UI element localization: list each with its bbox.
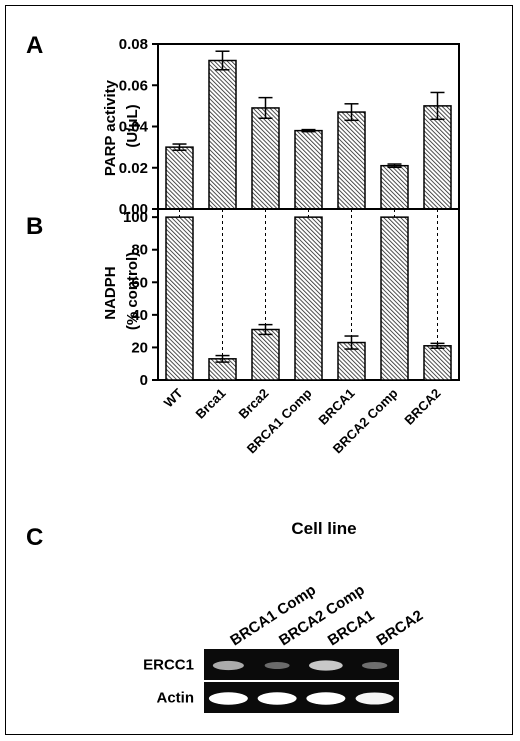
chart-a: 0.00 0.02 0.04 0.06 0.08 bbox=[119, 36, 460, 218]
chart-b-ylabel-line2: (% control) bbox=[124, 252, 141, 330]
panel-label-b: B bbox=[26, 213, 43, 240]
bar-b-3 bbox=[294, 216, 323, 381]
blot-band bbox=[264, 662, 290, 669]
x-tick-label: BRCA1 bbox=[315, 386, 357, 428]
x-tick-label: BRCA2 bbox=[401, 386, 443, 428]
blot-row-label: ERCC1 bbox=[143, 657, 194, 674]
chart-a-ylabel-line2: (U/μL) bbox=[124, 104, 141, 147]
bar-connector-lines bbox=[179, 209, 438, 359]
y-tick-label: 100 bbox=[123, 209, 148, 226]
y-tick-label: 80 bbox=[131, 242, 148, 259]
blot-lane-label: BRCA2 bbox=[374, 607, 427, 649]
chart-b: 0 20 40 60 80 100 bbox=[123, 208, 460, 389]
y-tick-label: 0 bbox=[140, 372, 148, 389]
bar-b-0 bbox=[165, 216, 194, 381]
panel-label-a: A bbox=[26, 32, 43, 59]
y-tick-label: 0.00 bbox=[119, 201, 148, 218]
bar-a-0 bbox=[165, 146, 194, 210]
blot-band bbox=[212, 660, 244, 671]
bar-b-6 bbox=[423, 345, 452, 381]
blot-band bbox=[309, 660, 343, 671]
bar-a-3 bbox=[294, 129, 323, 210]
bar-a-6 bbox=[423, 105, 452, 210]
blot-row-label: Actin bbox=[157, 690, 195, 707]
blot-band bbox=[306, 692, 346, 705]
y-tick-label: 40 bbox=[131, 307, 148, 324]
bar-a-1 bbox=[208, 59, 237, 210]
panel-label-c: C bbox=[26, 524, 43, 551]
chart-a-ylabel-line1: PARP activity bbox=[102, 79, 119, 176]
blot-title: Cell line bbox=[291, 519, 356, 538]
y-tick-label: 60 bbox=[131, 274, 148, 291]
y-tick-label: 0.04 bbox=[119, 119, 149, 136]
bar-b-5 bbox=[380, 216, 409, 381]
blot-band bbox=[257, 692, 297, 705]
blot-band bbox=[208, 692, 248, 705]
bar-a-5 bbox=[380, 164, 409, 210]
y-tick-label: 20 bbox=[131, 339, 148, 356]
x-tick-label: Brca2 bbox=[235, 386, 271, 422]
y-tick-label: 0.08 bbox=[119, 36, 148, 53]
bar-b-4 bbox=[337, 341, 366, 381]
blot-band bbox=[361, 661, 388, 670]
figure-frame: A B C PARP activity (U/μL) NADPH (% cont… bbox=[5, 5, 513, 735]
bar-a-4 bbox=[337, 111, 366, 210]
figure-canvas: A B C PARP activity (U/μL) NADPH (% cont… bbox=[26, 32, 460, 713]
y-tick-label: 0.06 bbox=[119, 77, 148, 94]
y-tick-label: 0.02 bbox=[119, 160, 148, 177]
chart-b-ylabel: NADPH (% control) bbox=[102, 252, 141, 330]
blot-rows: ERCC1 Actin bbox=[143, 649, 399, 713]
bar-b-2 bbox=[251, 328, 280, 381]
bar-a-2 bbox=[251, 107, 280, 210]
blot-band bbox=[355, 692, 394, 705]
x-tick-label: Brca1 bbox=[192, 386, 228, 422]
chart-b-ylabel-line1: NADPH bbox=[102, 266, 119, 319]
chart-a-ylabel: PARP activity (U/μL) bbox=[102, 76, 141, 176]
x-tick-label: WT bbox=[161, 385, 186, 410]
